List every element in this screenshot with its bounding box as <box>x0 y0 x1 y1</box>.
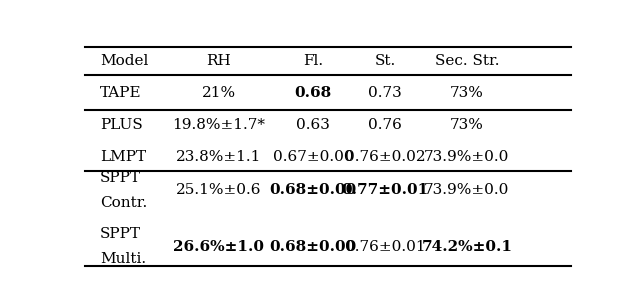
Text: Fl.: Fl. <box>303 54 323 68</box>
Text: PLUS: PLUS <box>100 118 143 132</box>
Text: 19.8%±1.7*: 19.8%±1.7* <box>172 118 266 132</box>
Text: 0.76: 0.76 <box>368 118 402 132</box>
Text: SPPT: SPPT <box>100 227 141 241</box>
Text: Model: Model <box>100 54 148 68</box>
Text: 73.9%±0.0: 73.9%±0.0 <box>424 150 509 164</box>
Text: 26.6%±1.0: 26.6%±1.0 <box>173 240 264 254</box>
Text: 0.68±0.00: 0.68±0.00 <box>269 240 356 254</box>
Text: St.: St. <box>374 54 396 68</box>
Text: Contr.: Contr. <box>100 196 147 210</box>
Text: 25.1%±0.6: 25.1%±0.6 <box>176 183 262 197</box>
Text: 21%: 21% <box>202 86 236 100</box>
Text: 0.77±0.01: 0.77±0.01 <box>341 183 429 197</box>
Text: 0.67±0.00: 0.67±0.00 <box>273 150 353 164</box>
Text: Sec. Str.: Sec. Str. <box>435 54 499 68</box>
Text: LMPT: LMPT <box>100 150 146 164</box>
Text: 0.76±0.01: 0.76±0.01 <box>345 240 426 254</box>
Text: 0.73: 0.73 <box>368 86 402 100</box>
Text: 74.2%±0.1: 74.2%±0.1 <box>421 240 513 254</box>
Text: 0.76±0.02: 0.76±0.02 <box>345 150 426 164</box>
Text: 0.68±0.00: 0.68±0.00 <box>269 183 356 197</box>
Text: 0.63: 0.63 <box>296 118 330 132</box>
Text: SPPT: SPPT <box>100 171 141 185</box>
Text: 23.8%±1.1: 23.8%±1.1 <box>176 150 262 164</box>
Text: 73.9%±0.0: 73.9%±0.0 <box>424 183 509 197</box>
Text: 73%: 73% <box>450 86 484 100</box>
Text: 0.68: 0.68 <box>294 86 332 100</box>
Text: RH: RH <box>207 54 231 68</box>
Text: Multi.: Multi. <box>100 252 146 266</box>
Text: 73%: 73% <box>450 118 484 132</box>
Text: TAPE: TAPE <box>100 86 141 100</box>
